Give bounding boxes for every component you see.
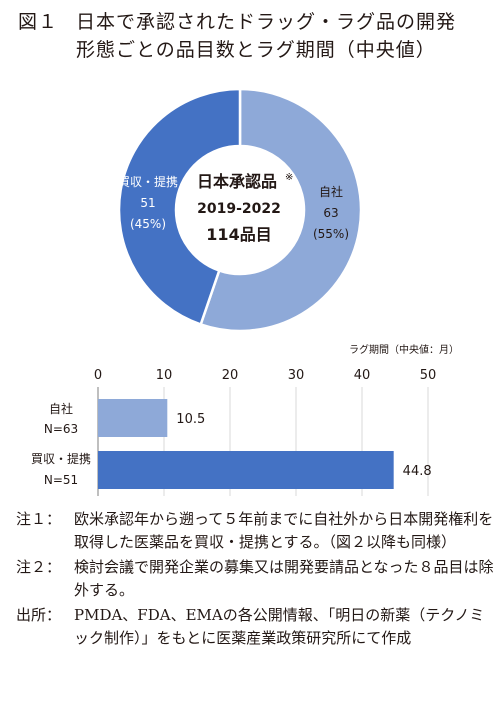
note-1-key: 注１： [16,510,62,528]
bar-category-labels: 自社 N=63 買収・提携 N=51 [31,401,91,487]
bar-x-tick-labels: 0 10 20 30 40 50 [94,368,436,383]
x-tick-label: 20 [222,368,239,383]
notes: 注１： 欧米承認年から遡って５年前までに自社外から日本開発権利を取得した医薬品を… [16,508,494,652]
category-own-n: N=63 [44,422,78,436]
bar-series [98,399,394,489]
center-title: 日本承認品 [197,172,277,191]
donut-center-label: 日本承認品 ※ 2019-2022 114品目 [197,172,293,244]
note-1-text: 欧米承認年から遡って５年前までに自社外から日本開発権利を取得した医薬品を買収・提… [74,510,494,551]
donut-chart [117,87,363,333]
category-acquired-name: 買収・提携 [31,451,91,466]
category-own-name: 自社 [49,401,73,416]
x-tick-label: 10 [156,368,173,383]
slice-label-acquired: 買収・提携 51 (45%) [118,174,178,231]
source-key: 出所： [16,606,62,624]
slice-label-own-value: 63 [323,206,338,220]
note-2: 注２： 検討会議で開発企業の募集又は開発要請品となった８品目は除外する。 [16,556,494,602]
donut-slice-acquired [117,87,242,327]
slice-label-acquired-name: 買収・提携 [118,174,178,189]
bar-value-label: 10.5 [176,412,205,427]
bar-own [98,399,168,437]
bar-acquired [98,451,394,489]
x-tick-label: 0 [94,368,102,383]
x-tick-label: 30 [288,368,305,383]
note-2-key: 注２： [16,558,62,576]
slice-label-acquired-percent: (45%) [130,217,166,231]
slice-label-own: 自社 63 (55%) [313,184,349,241]
note-2-text: 検討会議で開発企業の募集又は開発要請品となった８品目は除外する。 [74,558,494,599]
slice-label-acquired-value: 51 [140,196,155,210]
title-line-1: 日本で承認されたドラッグ・ラグ品の開発 [76,11,457,33]
figure-number: 図１ [18,11,59,33]
bar-value-label: 44.8 [403,464,432,479]
center-count: 114品目 [206,225,271,244]
note-1: 注１： 欧米承認年から遡って５年前までに自社外から日本開発権利を取得した医薬品を… [16,508,494,554]
slice-label-own-percent: (55%) [313,227,349,241]
x-tick-label: 50 [420,368,437,383]
category-acquired-n: N=51 [44,473,78,487]
figure-title: 図１ 日本で承認されたドラッグ・ラグ品の開発 形態ごとの品目数とラグ期間（中央値） [18,8,488,64]
source-note: 出所： PMDA、FDA、EMAの各公開情報、「明日の新薬（テクノミック制作）」… [16,604,494,650]
slice-label-own-name: 自社 [319,184,343,199]
bar-value-labels: 10.5 44.8 [176,412,431,479]
donut-slice-own [199,87,363,333]
source-text: PMDA、FDA、EMAの各公開情報、「明日の新薬（テクノミック制作）」をもとに… [74,606,485,647]
bar-axis-title: ラグ期間（中央値：月） [349,343,459,356]
x-tick-label: 40 [354,368,371,383]
center-note-mark: ※ [285,172,293,183]
title-line-2: 形態ごとの品目数とラグ期間（中央値） [76,39,436,61]
center-period: 2019-2022 [197,201,281,217]
